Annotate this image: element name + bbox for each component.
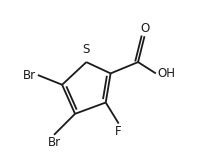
Text: O: O bbox=[139, 22, 149, 35]
Text: F: F bbox=[115, 125, 121, 138]
Text: Br: Br bbox=[47, 136, 60, 149]
Text: S: S bbox=[82, 43, 90, 56]
Text: Br: Br bbox=[23, 68, 36, 82]
Text: OH: OH bbox=[157, 67, 175, 80]
